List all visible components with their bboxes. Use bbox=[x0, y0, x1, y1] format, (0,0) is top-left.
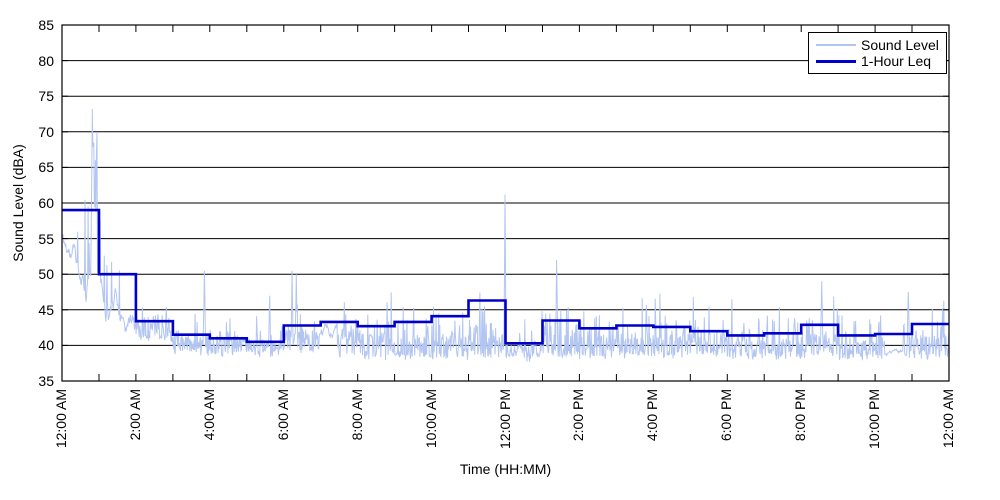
sound-level-series bbox=[61, 108, 950, 362]
y-tick-label: 50 bbox=[38, 266, 54, 283]
x-tick-label: 12:00 PM bbox=[496, 389, 513, 449]
y-tick-label: 55 bbox=[38, 230, 54, 247]
x-tick-label: 8:00 AM bbox=[348, 389, 365, 441]
y-axis-title: Sound Level (dBA) bbox=[10, 144, 26, 262]
x-tick-label: 10:00 PM bbox=[866, 389, 883, 449]
legend-label: Sound Level bbox=[861, 37, 939, 53]
sound-level-line-swatch bbox=[816, 44, 856, 46]
y-tick-label: 40 bbox=[38, 337, 54, 354]
x-tick-label: 12:00 AM bbox=[940, 389, 956, 449]
x-axis-title: Time (HH:MM) bbox=[459, 461, 552, 477]
y-tick-label: 65 bbox=[38, 159, 54, 176]
y-tick-label: 35 bbox=[38, 373, 54, 389]
legend: Sound Level 1-Hour Leq bbox=[808, 32, 947, 74]
y-tick-label: 45 bbox=[38, 301, 54, 318]
y-tick-label: 75 bbox=[38, 88, 54, 105]
x-tick-label: 12:00 AM bbox=[53, 389, 69, 449]
legend-entry-1-hour-leq: 1-Hour Leq bbox=[816, 53, 944, 69]
x-tick-label: 4:00 PM bbox=[644, 389, 661, 442]
legend-label: 1-Hour Leq bbox=[861, 53, 932, 69]
y-tick-label: 85 bbox=[38, 17, 54, 33]
leq-line-swatch bbox=[816, 59, 856, 63]
x-tick-label: 10:00 AM bbox=[422, 389, 439, 449]
x-tick-label: 8:00 PM bbox=[792, 389, 809, 442]
x-tick-label: 6:00 AM bbox=[274, 389, 291, 441]
y-tick-label: 60 bbox=[38, 195, 54, 211]
y-tick-label: 70 bbox=[38, 123, 54, 140]
legend-entry-sound-level: Sound Level bbox=[816, 37, 944, 53]
y-tick-label: 80 bbox=[38, 52, 54, 69]
x-tick-label: 6:00 PM bbox=[718, 389, 735, 442]
plot-border bbox=[61, 24, 950, 382]
x-tick-label: 2:00 PM bbox=[570, 389, 587, 442]
leq-series bbox=[62, 208, 949, 345]
x-tick-label: 4:00 AM bbox=[200, 389, 217, 441]
x-tick-label: 2:00 AM bbox=[126, 389, 143, 441]
